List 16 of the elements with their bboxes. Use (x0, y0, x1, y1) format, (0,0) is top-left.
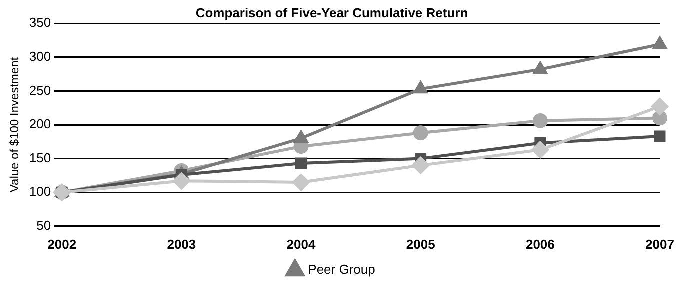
y-tick-label: 250 (29, 82, 52, 98)
x-tick-label: 2004 (286, 236, 316, 252)
y-tick-label: 350 (29, 15, 52, 30)
x-tick-label: 2006 (526, 236, 555, 252)
x-tick-label: 2007 (646, 236, 674, 252)
x-tick-label: 2002 (48, 236, 77, 252)
y-tick-label: 200 (29, 116, 52, 132)
y-tick-label: 100 (29, 184, 52, 200)
x-tick-label: 2003 (167, 236, 196, 252)
y-tick-label: 50 (36, 218, 52, 233)
x-tick-label: 2005 (406, 236, 436, 252)
y-tick-label: 300 (29, 48, 52, 64)
legend-label: Peer Group (308, 262, 376, 278)
y-axis-title: Value of $100 Investment (8, 56, 22, 193)
y-tick-label: 150 (29, 150, 52, 166)
chart-title: Comparison of Five-Year Cumulative Return (196, 5, 468, 20)
